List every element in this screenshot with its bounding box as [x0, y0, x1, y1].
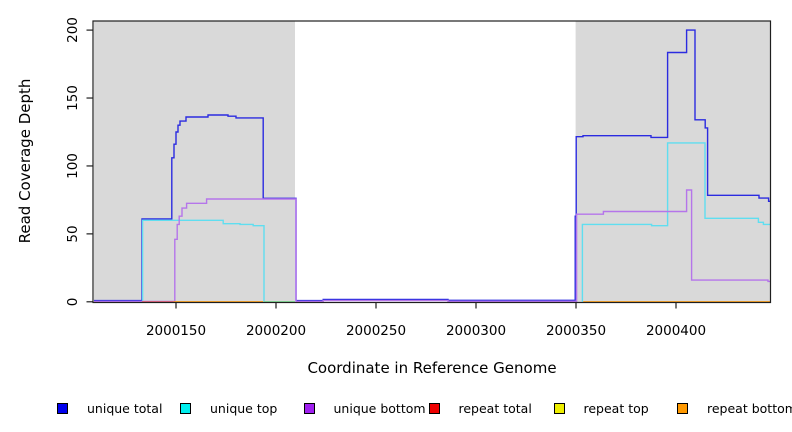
series-lines — [94, 29, 771, 303]
legend-label: unique total — [87, 400, 163, 416]
y-tick-label: 150 — [65, 85, 81, 111]
legend-item-unique-top: unique top — [180, 398, 277, 418]
plot-border — [92, 20, 772, 304]
x-tick-label: 2000250 — [345, 323, 407, 339]
legend-label: unique top — [210, 400, 278, 416]
legend-item-unique-bottom: unique bottom — [303, 398, 426, 418]
legend-label: unique bottom — [333, 400, 426, 416]
legend-item-repeat-top: repeat top — [553, 398, 649, 418]
legend: unique total unique top unique bottom repea… — [0, 398, 792, 422]
legend-item-repeat-bottom: repeat bottom — [677, 398, 792, 418]
legend-swatch-icon — [677, 402, 688, 414]
legend-swatch-icon — [57, 402, 68, 414]
legend-item-unique-total: unique total — [57, 398, 162, 418]
x-axis-title: Coordinate in Reference Genome — [307, 359, 557, 377]
y-tick-label: 100 — [65, 153, 81, 179]
x-tick-label: 2000350 — [545, 323, 607, 339]
legend-swatch-icon — [553, 402, 565, 414]
shaded-region — [94, 21, 295, 302]
series-line-unique-bottom — [94, 189, 771, 303]
x-tick-label: 2000150 — [145, 323, 207, 339]
y-tick-label: 50 — [65, 225, 81, 243]
series-line-unique-top — [141, 219, 295, 303]
y-tick-label: 200 — [65, 17, 81, 43]
legend-swatch-icon — [303, 402, 315, 414]
legend-label: repeat top — [583, 400, 649, 416]
y-axis-title: Read Coverage Depth — [16, 78, 34, 244]
x-tick-label: 2000400 — [645, 323, 707, 339]
x-tick-label: 2000300 — [445, 323, 507, 339]
legend-swatch-icon — [180, 402, 191, 414]
legend-item-repeat-total: repeat total — [428, 398, 532, 418]
y-tick-label: 0 — [65, 297, 81, 307]
legend-label: repeat total — [458, 400, 532, 416]
legend-label: repeat bottom — [707, 400, 792, 416]
x-tick-label: 2000200 — [245, 323, 307, 339]
shaded-region — [575, 21, 771, 302]
series-line-unique-top — [581, 142, 771, 302]
legend-swatch-icon — [428, 402, 440, 414]
